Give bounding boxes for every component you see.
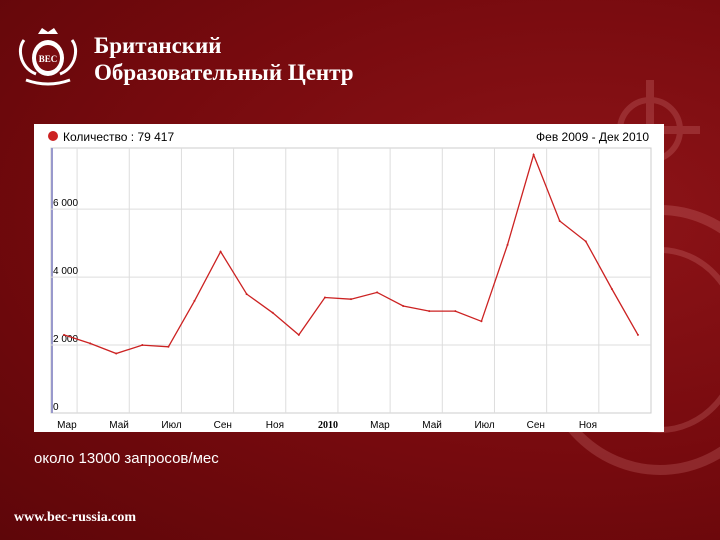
data-point: [271, 311, 274, 314]
data-point: [167, 345, 170, 348]
data-point: [428, 310, 431, 313]
data-point: [610, 287, 613, 290]
logo-text: BEC: [39, 54, 58, 64]
x-tick-label: Май: [422, 420, 442, 431]
data-point: [219, 250, 222, 253]
data-point: [63, 333, 66, 336]
data-point: [297, 333, 300, 336]
data-point: [558, 220, 561, 223]
y-tick-label: 4 000: [53, 266, 78, 277]
crest-logo-icon: BEC: [18, 28, 78, 86]
legend-marker-icon: [48, 131, 58, 141]
data-point: [480, 320, 483, 323]
y-tick-label: 6 000: [53, 198, 78, 209]
data-point: [245, 293, 248, 296]
line-chart: Количество : 79 417 Фев 2009 - Дек 2010 …: [48, 130, 652, 431]
y-tick-label: 0: [53, 402, 59, 413]
footer-url: www.bec-russia.com: [14, 510, 137, 525]
plot-frame: [50, 147, 652, 414]
data-point: [193, 299, 196, 302]
x-tick-label: Сен: [527, 420, 545, 431]
data-point: [323, 296, 326, 299]
y-tick-label: 2 000: [53, 334, 78, 345]
data-point: [636, 333, 639, 336]
data-point: [506, 243, 509, 246]
x-tick-label: Сен: [214, 420, 232, 431]
x-tick-label: Май: [109, 420, 129, 431]
data-point: [115, 352, 118, 355]
data-point: [402, 304, 405, 307]
caption: около 13000 запросов/мес: [34, 450, 219, 467]
data-point: [454, 310, 457, 313]
x-tick-label: Мар: [57, 420, 77, 431]
date-range-label: Фев 2009 - Дек 2010: [536, 130, 649, 144]
series-line: [63, 152, 639, 355]
x-tick-label: Июл: [474, 420, 494, 431]
data-point: [350, 298, 352, 301]
x-tick-label: Ноя: [266, 420, 284, 431]
chart-legend: Количество : 79 417 Фев 2009 - Дек 2010: [48, 130, 649, 144]
brand-line-1: Британский: [94, 33, 222, 58]
brand-line-2: Образовательный Центр: [94, 60, 354, 85]
x-tick-label: Июл: [161, 420, 181, 431]
data-point: [584, 240, 587, 243]
data-point: [376, 291, 379, 294]
brand-title: Британский Образовательный Центр: [94, 32, 354, 86]
x-tick-label: Мар: [370, 420, 390, 431]
data-point: [141, 344, 144, 347]
chart-panel: Количество : 79 417 Фев 2009 - Дек 2010 …: [34, 124, 664, 432]
data-point: [532, 153, 535, 156]
legend-label: Количество : 79 417: [63, 130, 174, 144]
x-tick-label: 2010: [318, 420, 338, 431]
x-tick-label: Ноя: [579, 420, 597, 431]
data-point: [89, 342, 92, 345]
